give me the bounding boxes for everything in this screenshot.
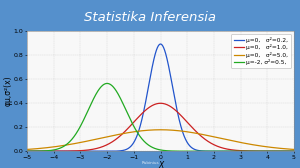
μ=0,   σ²=0.2,	[146, 90, 149, 92]
μ=0,   σ²=5.0,	[15, 149, 18, 151]
μ=-2, σ²=0.5,	[154, 148, 158, 150]
μ=-2, σ²=0.5,	[0, 150, 2, 152]
μ=-2, σ²=0.5,	[105, 82, 109, 85]
μ=0,   σ²=1.0,	[154, 103, 158, 105]
μ=-2, σ²=0.5,	[146, 143, 150, 145]
μ=-2, σ²=0.5,	[15, 150, 18, 152]
Text: Statistika Inferensia: Statistika Inferensia	[84, 11, 216, 24]
μ=0,   σ²=1.0,	[146, 108, 149, 110]
μ=0,   σ²=5.0,	[159, 129, 162, 131]
μ=0,   σ²=5.0,	[146, 129, 149, 131]
μ=0,   σ²=0.2,	[159, 43, 162, 45]
μ=0,   σ²=1.0,	[159, 102, 162, 104]
μ=0,   σ²=0.2,	[0, 150, 2, 152]
μ=0,   σ²=5.0,	[251, 144, 254, 146]
μ=0,   σ²=0.2,	[251, 150, 254, 152]
μ=0,   σ²=5.0,	[154, 129, 158, 131]
μ=-2, σ²=0.5,	[251, 150, 254, 152]
Line: μ=0,   σ²=0.2,: μ=0, σ²=0.2,	[0, 44, 300, 151]
Line: μ=0,   σ²=1.0,: μ=0, σ²=1.0,	[0, 103, 300, 151]
Y-axis label: φμ,σ²(x): φμ,σ²(x)	[3, 76, 12, 107]
μ=0,   σ²=5.0,	[0, 150, 2, 152]
μ=0,   σ²=1.0,	[0, 150, 2, 152]
Line: μ=0,   σ²=5.0,: μ=0, σ²=5.0,	[0, 130, 300, 151]
X-axis label: X: X	[158, 161, 163, 168]
μ=0,   σ²=1.0,	[251, 150, 254, 152]
μ=0,   σ²=0.2,	[154, 50, 158, 52]
Text: Rubinius: Rubinius	[141, 161, 159, 165]
μ=0,   σ²=0.2,	[15, 150, 18, 152]
Legend: μ=0,   σ²=0.2,, μ=0,   σ²=1.0,, μ=0,   σ²=5.0,, μ=-2, σ²=0.5,: μ=0, σ²=0.2,, μ=0, σ²=1.0,, μ=0, σ²=5.0,…	[231, 34, 291, 68]
μ=0,   σ²=1.0,	[15, 150, 18, 152]
Line: μ=-2, σ²=0.5,: μ=-2, σ²=0.5,	[0, 83, 300, 151]
